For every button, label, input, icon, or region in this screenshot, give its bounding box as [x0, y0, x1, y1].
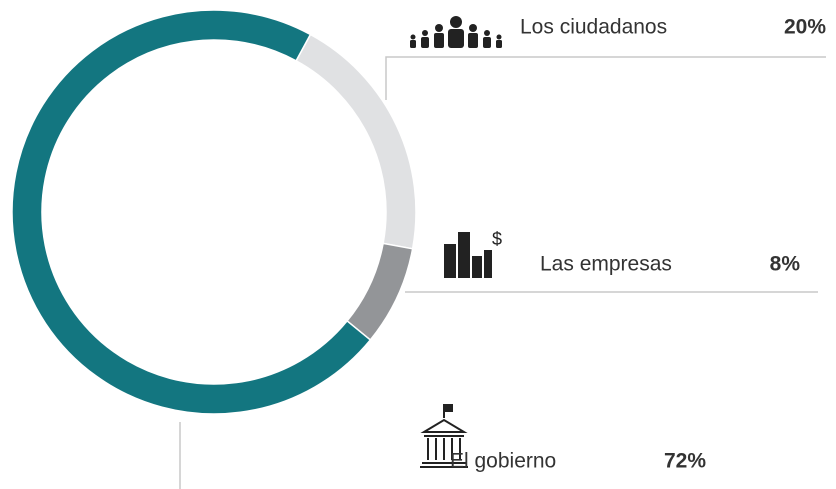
icon-people	[410, 16, 502, 48]
svg-text:$: $	[492, 229, 502, 249]
data-label: 8%	[770, 253, 801, 276]
leader-lines	[179, 56, 826, 489]
leader-line	[385, 56, 826, 100]
legend-label: Las empresas	[540, 253, 672, 276]
legend-label: El gobierno	[450, 450, 556, 473]
donut-segment	[295, 33, 417, 250]
icon-buildings: $	[444, 229, 502, 278]
icon-government	[420, 404, 468, 468]
data-label: 20%	[784, 16, 826, 39]
donut-segment	[346, 242, 414, 341]
data-label: 72%	[664, 450, 706, 473]
donut-segment	[11, 9, 372, 415]
legend-label: Los ciudadanos	[520, 16, 667, 39]
